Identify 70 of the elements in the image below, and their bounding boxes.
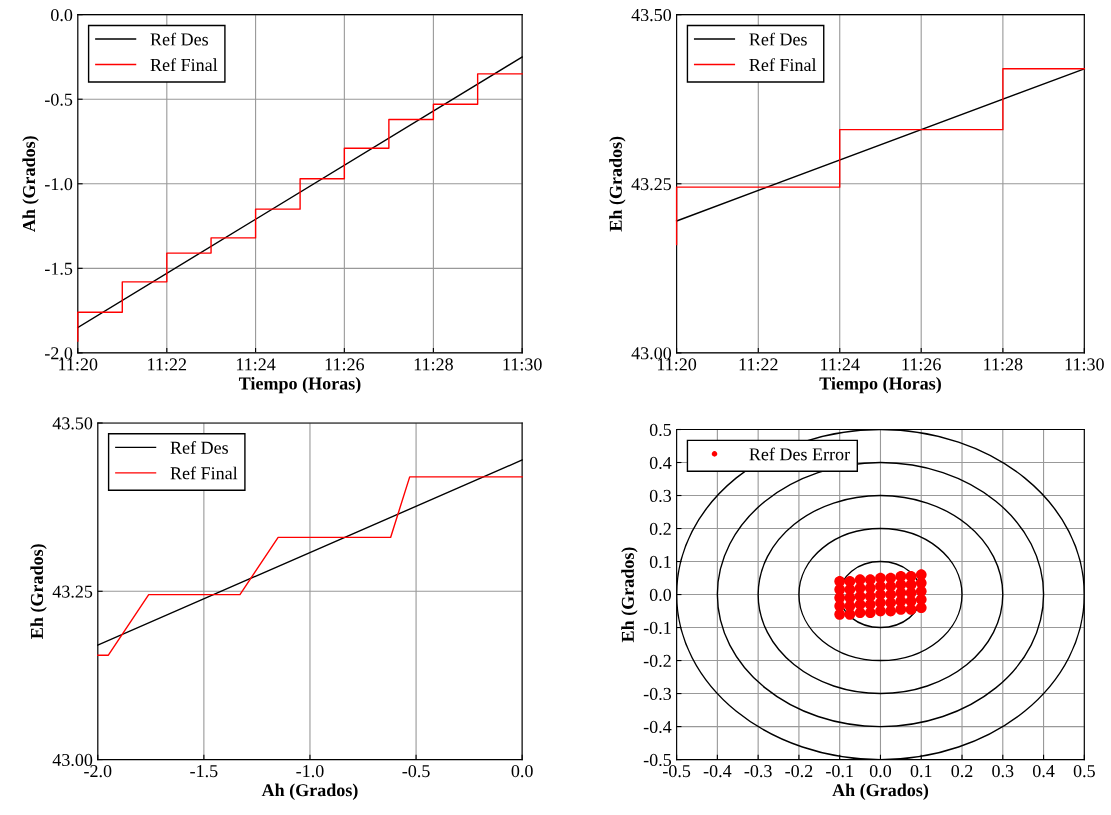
legend-label: Ref Final	[150, 58, 218, 72]
y-axis-title: Ah (Grados)	[22, 136, 39, 232]
x-tick-label: -0.3	[744, 764, 772, 778]
legend-label: Ref Des	[170, 440, 228, 454]
y-tick-label: 0.5	[649, 423, 672, 437]
x-tick-label: 0.0	[511, 764, 533, 778]
y-tick-label: 0.3	[649, 489, 672, 503]
y-tick-label: -0.5	[45, 93, 73, 106]
x-tick-label: 0.3	[992, 764, 1014, 778]
y-tick-label: 43.00	[52, 753, 93, 767]
y-tick-label: -0.4	[643, 720, 672, 734]
x-tick-label: 0.1	[910, 764, 932, 778]
x-tick-label: 0.0	[869, 764, 892, 778]
y-axis-title: Eh (Grados)	[621, 547, 638, 643]
x-tick-label: -0.4	[703, 764, 732, 778]
x-tick-label: 11:30	[503, 358, 542, 371]
y-tick-label: -1.5	[45, 262, 73, 275]
legend-label: Ref Final	[749, 58, 817, 72]
point	[895, 571, 907, 582]
x-axis-title: Tiempo (Horas)	[819, 376, 941, 394]
x-axis-title: Ah (Grados)	[832, 783, 929, 800]
y-tick-label: 0.0	[649, 588, 672, 602]
y-tick-label: 43.25	[52, 585, 93, 598]
legend-label: Ref Des	[150, 32, 208, 46]
y-tick-label: 43.25	[631, 178, 672, 191]
x-axis-title: Tiempo (Horas)	[238, 376, 361, 394]
point	[834, 575, 846, 587]
x-tick-label: 0.4	[1032, 764, 1055, 778]
y-tick-label: 0.2	[649, 522, 671, 536]
x-tick-label: 11:28	[414, 358, 453, 371]
x-tick-label: 11:26	[325, 358, 365, 371]
x-tick-label: -2.0	[84, 764, 112, 778]
x-tick-label: -0.5	[402, 764, 430, 778]
x-tick-label: 0.2	[951, 764, 973, 778]
y-tick-label: 43.50	[631, 8, 672, 22]
y-tick-label: -0.3	[643, 687, 672, 701]
x-tick-label: 11:30	[1065, 358, 1104, 371]
x-tick-label: 11:20	[657, 358, 697, 371]
x-axis-title: Ah (Grados)	[261, 783, 358, 800]
legend-label: Ref Des Error	[749, 447, 850, 461]
x-tick-label: 11:22	[739, 358, 778, 371]
y-tick-label: -1.0	[45, 178, 73, 191]
x-tick-label: 11:26	[902, 358, 941, 371]
y-tick-label: 0.4	[649, 456, 672, 470]
legend-label: Ref Des	[749, 32, 807, 46]
x-tick-label: -1.5	[190, 765, 218, 778]
x-tick-label: -1.0	[296, 764, 324, 778]
legend-label: Ref Final	[170, 466, 238, 480]
x-tick-label: 0.5	[1073, 764, 1095, 778]
x-tick-label: 11:24	[236, 358, 276, 371]
y-tick-label: 0.1	[649, 555, 671, 569]
x-tick-label: -0.5	[662, 764, 691, 778]
y-tick-label: 43.50	[52, 417, 93, 430]
y-tick-label: 0.0	[51, 8, 73, 22]
point	[885, 572, 897, 584]
x-tick-label: -0.2	[785, 764, 813, 778]
y-tick-label: -2.0	[45, 347, 73, 360]
y-tick-label: 43.00	[631, 347, 672, 360]
y-tick-label: -0.2	[643, 654, 671, 668]
x-tick-label: 11:22	[148, 358, 187, 371]
x-tick-label: 11:24	[821, 358, 860, 371]
y-axis-title: Eh (Grados)	[30, 544, 47, 639]
x-tick-label: 11:28	[984, 358, 1023, 371]
x-tick-label: -0.1	[826, 764, 853, 778]
point	[844, 575, 856, 587]
point	[875, 572, 886, 584]
y-tick-label: -0.1	[643, 621, 671, 635]
x-tick-label: 11:20	[59, 358, 98, 371]
y-axis-title: Eh (Grados)	[609, 136, 626, 232]
point	[905, 571, 917, 582]
